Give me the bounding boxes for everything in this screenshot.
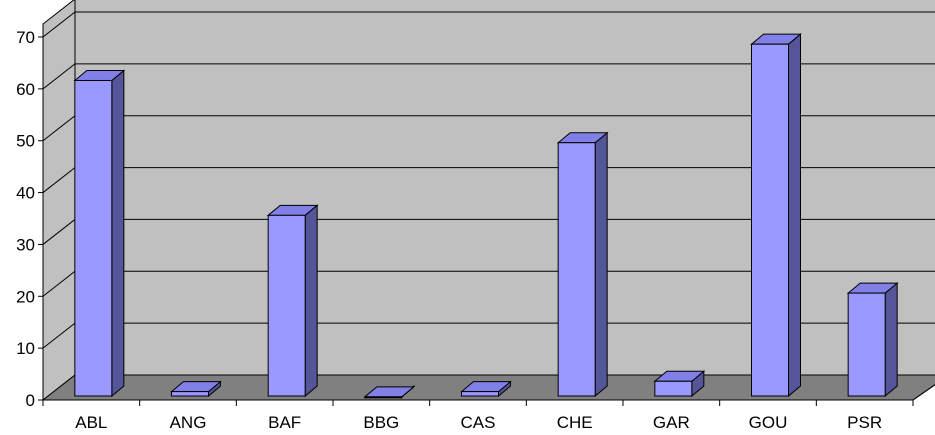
- bar-front: [751, 43, 789, 397]
- y-tick-label: 40: [16, 184, 35, 203]
- bar-side: [788, 33, 801, 398]
- bar-front: [364, 396, 403, 399]
- y-tick-label: 60: [16, 80, 35, 99]
- bar-gou: [750, 33, 802, 398]
- bar-side: [111, 69, 125, 398]
- bar-psr: [846, 282, 899, 398]
- bar-front: [654, 380, 693, 397]
- y-tick-labels: 0 10 20 30 40 50 60 70: [16, 28, 35, 410]
- x-tick-label: PSR: [847, 413, 882, 432]
- bar-bbg: [363, 384, 416, 399]
- side-wall: [42, 0, 76, 402]
- y-tick-label: 70: [16, 28, 35, 47]
- x-tick-label: CHE: [557, 413, 593, 432]
- x-tick-label: GOU: [749, 413, 788, 432]
- y-tick-label: 20: [16, 287, 35, 306]
- x-tick-label: BAF: [268, 413, 301, 432]
- bar-gar: [653, 370, 706, 398]
- bar-ang: [170, 380, 222, 398]
- x-tick-label: CAS: [461, 413, 496, 432]
- x-tick-label: GAR: [653, 413, 690, 432]
- bar-side: [884, 282, 898, 398]
- x-tick-label: BBG: [363, 413, 399, 432]
- bar-front: [267, 214, 306, 397]
- bar-side: [594, 131, 608, 398]
- gridline: [42, 11, 935, 38]
- bar-abl: [73, 69, 126, 398]
- y-tick-label: 0: [26, 391, 35, 410]
- x-tick-label: ANG: [170, 413, 207, 432]
- bar-side: [304, 204, 318, 398]
- bar-front: [557, 142, 596, 397]
- bar-front: [461, 391, 499, 397]
- gridlines: [42, 11, 935, 349]
- bar-che: [556, 131, 609, 398]
- bar-front: [171, 391, 209, 397]
- x-tick-label: ABL: [75, 413, 107, 432]
- y-tick-label: 10: [16, 339, 35, 358]
- axes: [38, 24, 935, 406]
- bar-front: [74, 79, 113, 397]
- bar-front: [847, 292, 886, 397]
- bar-baf: [266, 204, 319, 398]
- back-wall: [74, 0, 935, 376]
- bar-cas: [460, 380, 512, 398]
- x-tick-labels: ABL ANG BAF BBG CAS CHE GAR GOU PSR: [75, 413, 882, 432]
- y-tick-label: 30: [16, 235, 35, 254]
- x-axis-depth-line: [912, 384, 935, 401]
- gridline: [42, 63, 935, 90]
- chart-walls: [41, 0, 935, 402]
- y-tick-label: 50: [16, 132, 35, 151]
- bars: [73, 33, 899, 399]
